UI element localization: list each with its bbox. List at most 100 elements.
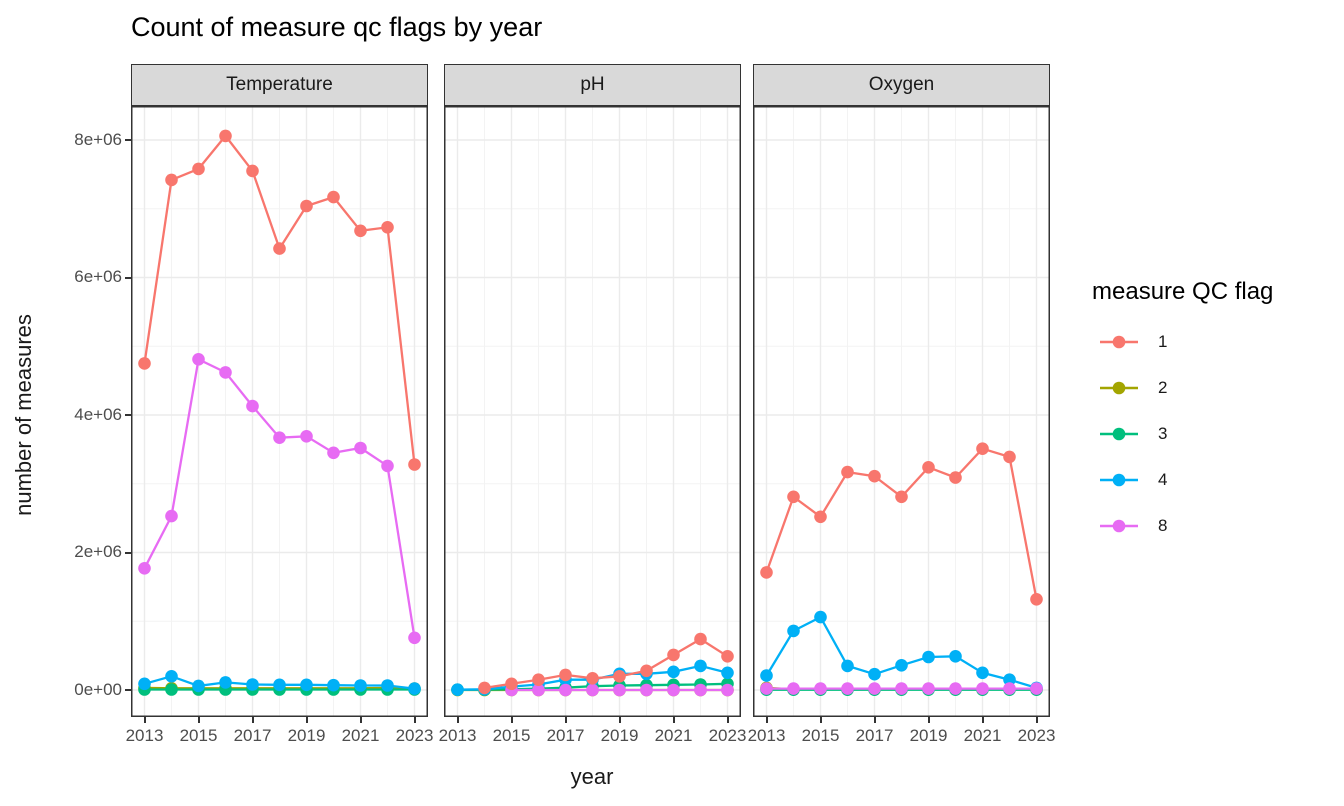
x-tick-mark [251,717,254,723]
x-tick-mark [726,717,729,723]
data-point-flag-8 [559,683,572,697]
x-tick-label: 2013 [125,726,164,745]
data-point-flag-8 [694,683,707,697]
data-point-flag-8 [976,682,989,695]
data-point-flag-4 [694,659,707,673]
data-point-flag-3 [165,683,178,696]
facet-strip-oxygen: Oxygen [753,64,1050,106]
data-point-flag-8 [949,682,962,695]
x-tick-label: 2017 [233,726,272,745]
data-point-flag-4 [814,610,827,624]
legend-item-flag-3: 3 [1098,421,1167,447]
y-tick-mark [125,414,131,416]
data-point-flag-8 [814,682,827,695]
x-tick-label: 2023 [395,726,434,745]
panel-border [753,106,1050,717]
x-tick-mark [359,717,362,723]
data-point-flag-8 [667,683,680,697]
data-point-flag-4 [300,678,313,692]
data-point-flag-1 [532,673,545,686]
data-point-flag-1 [408,458,421,471]
data-point-flag-8 [640,683,653,697]
data-point-flag-1 [354,224,367,238]
data-point-flag-4 [895,659,908,672]
data-point-flag-4 [327,678,340,692]
data-point-flag-8 [219,366,232,379]
x-tick-mark [510,717,513,723]
data-point-flag-1 [273,242,286,255]
x-tick-mark [765,717,768,723]
x-tick-mark [672,717,675,723]
data-point-flag-1 [760,566,773,579]
data-point-flag-1 [694,632,707,646]
legend-item-label: 1 [1158,332,1168,351]
data-point-flag-8 [1030,682,1043,695]
data-point-flag-8 [246,399,259,413]
y-axis-title: number of measures [11,314,36,516]
data-point-flag-4 [787,624,800,638]
data-point-flag-1 [1030,593,1043,606]
data-point-flag-1 [559,668,572,682]
legend-key-icon [1100,519,1138,533]
data-point-flag-4 [1003,673,1016,686]
legend-item-label: 2 [1158,378,1168,397]
data-point-flag-1 [165,173,178,187]
x-axis-title: year [570,764,614,789]
y-tick-mark [125,689,131,691]
data-point-flag-4 [192,679,205,693]
x-tick-label: 2023 [708,726,747,745]
data-point-flag-1 [787,490,800,504]
data-point-flag-1 [721,650,734,663]
facet-strip-ph: pH [444,64,741,106]
data-point-flag-1 [949,471,962,484]
data-point-flag-1 [841,465,854,479]
x-tick-label: 2019 [909,726,948,745]
legend-item-flag-2: 2 [1098,375,1167,401]
y-tick-label: 0e+00 [74,680,122,699]
legend-item-flag-4: 4 [1098,467,1167,493]
legend-key-icon [1100,381,1138,395]
x-tick-mark [981,717,984,723]
data-point-flag-8 [787,682,800,695]
data-point-flag-4 [721,666,734,680]
panel-ph [444,106,741,717]
data-point-flag-4 [976,666,989,680]
panel-border [444,106,741,717]
data-point-flag-8 [354,441,367,455]
data-point-flag-8 [922,682,935,695]
y-tick-label: 4e+06 [74,405,122,424]
y-tick-mark [125,551,131,554]
data-point-flag-1 [895,490,908,504]
x-tick-label: 2017 [546,726,585,745]
data-point-flag-8 [300,430,313,443]
x-tick-mark [927,717,930,723]
x-tick-label: 2013 [438,726,477,745]
x-tick-label: 2017 [855,726,894,745]
data-point-flag-1 [976,442,989,456]
legend-item-flag-8: 8 [1098,513,1167,539]
data-point-flag-4 [451,683,464,696]
x-tick-mark [1035,717,1038,723]
data-point-flag-4 [841,659,854,673]
x-tick-mark [413,717,416,723]
legend-item-label: 4 [1158,470,1168,489]
x-tick-label: 2013 [747,726,786,745]
data-point-flag-4 [219,676,232,689]
data-point-flag-8 [138,562,151,575]
data-point-flag-1 [1003,450,1016,464]
x-tick-mark [456,717,459,723]
legend-key-icon [1100,335,1138,349]
data-point-flag-4 [246,678,259,691]
legend-item-label: 3 [1158,424,1168,443]
data-point-flag-8 [721,683,734,697]
legend-item-flag-1: 1 [1098,329,1167,355]
data-point-flag-1 [505,677,518,691]
x-tick-mark [819,717,822,723]
data-point-flag-1 [868,469,881,483]
data-point-flag-8 [895,682,908,695]
data-point-flag-1 [192,162,205,176]
legend-title: measure QC flag [1092,278,1274,305]
x-tick-mark [143,717,146,723]
data-point-flag-8 [408,631,421,645]
